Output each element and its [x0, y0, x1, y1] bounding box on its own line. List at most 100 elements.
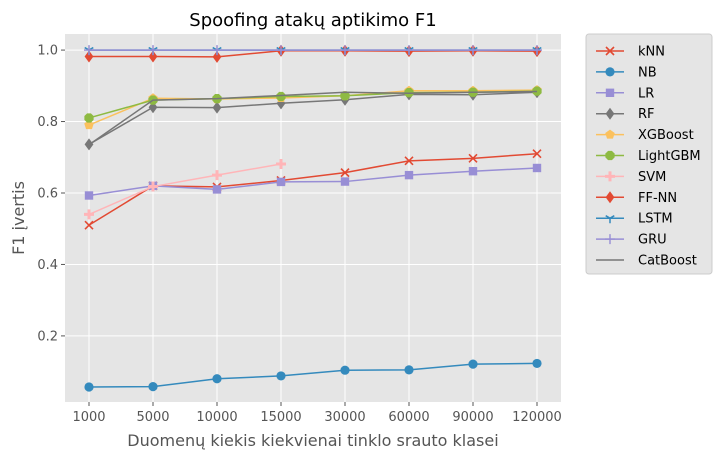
- legend-item: RF: [596, 107, 655, 122]
- legend-marker: [605, 67, 615, 77]
- y-tick-label: 0.2: [37, 329, 58, 344]
- data-point: [212, 101, 222, 114]
- data-point: [276, 159, 286, 170]
- x-tick-label: 90000: [452, 410, 493, 425]
- legend-label: CatBoost: [638, 254, 697, 269]
- series-layer: [84, 44, 542, 392]
- legend-item: CatBoost: [596, 254, 697, 269]
- series-line: [88, 167, 538, 197]
- legend-marker: [605, 234, 615, 245]
- data-point: [532, 45, 542, 56]
- series-line: [88, 91, 538, 146]
- data-point: [212, 50, 222, 63]
- legend-label: XGBoost: [638, 128, 694, 143]
- legend-label: RF: [638, 107, 655, 122]
- y-tick-label: 0.8: [37, 115, 58, 130]
- legend-marker: [605, 215, 615, 224]
- series-line: [88, 362, 538, 388]
- data-point: [532, 149, 542, 159]
- data-point: [340, 45, 350, 56]
- data-point: [212, 185, 222, 194]
- legend-marker: [605, 107, 615, 120]
- data-point: [276, 371, 286, 381]
- legend-label: GRU: [638, 233, 667, 248]
- data-point: [84, 120, 94, 130]
- legend-label: NB: [638, 65, 657, 80]
- y-tick-label: 0.6: [37, 186, 58, 201]
- data-point: [148, 45, 158, 56]
- legend-marker: [605, 171, 615, 182]
- legend-item: LightGBM: [596, 149, 701, 164]
- data-point: [84, 50, 94, 63]
- data-point: [340, 168, 350, 178]
- x-tick-label: 10000: [196, 410, 237, 425]
- data-point: [468, 45, 478, 56]
- data-point: [84, 45, 94, 56]
- y-axis-ticks: 0.2 0.4 0.6 0.8 1.0: [37, 44, 65, 344]
- data-point: [84, 191, 94, 200]
- legend-item: SVM: [596, 170, 666, 185]
- series-gru: [84, 45, 542, 56]
- legend-item: kNN: [596, 45, 665, 60]
- legend-item: GRU: [596, 233, 667, 248]
- legend-label: LR: [638, 86, 654, 101]
- legend-label: LightGBM: [638, 149, 701, 164]
- series-line: [88, 163, 282, 216]
- data-point: [404, 45, 414, 56]
- data-point: [212, 374, 222, 384]
- data-point: [468, 359, 478, 369]
- data-point: [276, 177, 286, 187]
- data-point: [532, 163, 542, 173]
- y-axis-title: F1 įvertis: [9, 181, 28, 255]
- data-point: [276, 45, 286, 56]
- x-tick-label: 120000: [512, 410, 562, 425]
- x-axis-ticks: 1000 5000 10000 15000 30000 60000 90000 120000: [72, 402, 562, 425]
- x-tick-label: 60000: [388, 410, 429, 425]
- data-point: [212, 45, 222, 56]
- data-point: [340, 177, 350, 186]
- legend-item: LR: [596, 86, 654, 101]
- data-point: [84, 382, 94, 392]
- data-point: [84, 113, 94, 123]
- legend-marker: [605, 88, 615, 97]
- data-point: [148, 50, 158, 63]
- legend-label: LSTM: [638, 212, 673, 227]
- x-tick-label: 1000: [72, 410, 105, 425]
- chart-title: Spoofing atakų aptikimo F1: [189, 10, 436, 31]
- data-point: [212, 170, 222, 181]
- series-line: [88, 90, 538, 146]
- x-tick-label: 30000: [324, 410, 365, 425]
- legend-label: FF-NN: [638, 191, 677, 206]
- series-svm: [84, 159, 286, 220]
- legend-marker: [605, 191, 615, 204]
- data-point: [84, 209, 94, 220]
- legend: kNN NB LR RF XGBoost LightGBM SVM FF-NN LSTM GRU C…: [585, 33, 713, 275]
- legend-item: XGBoost: [596, 128, 694, 143]
- legend-marker: [605, 46, 615, 56]
- legend-item: FF-NN: [596, 191, 677, 206]
- legend-marker: [605, 150, 615, 161]
- data-point: [468, 166, 478, 176]
- data-point: [404, 170, 414, 180]
- legend-item: LSTM: [596, 212, 673, 227]
- data-point: [532, 86, 542, 96]
- legend-item: NB: [596, 65, 657, 80]
- data-point: [276, 91, 286, 102]
- plot-area: [65, 34, 561, 402]
- series-catboost: [88, 90, 538, 146]
- legend-label: SVM: [638, 170, 666, 185]
- data-point: [468, 153, 478, 163]
- data-point: [404, 365, 414, 375]
- data-point: [532, 358, 542, 369]
- legend-box: [585, 33, 713, 275]
- x-axis-title: Duomenų kiekis kiekvienai tinklo srauto …: [127, 431, 498, 450]
- x-tick-label: 5000: [136, 410, 169, 425]
- data-point: [404, 156, 414, 166]
- data-point: [340, 365, 350, 375]
- y-tick-label: 0.4: [37, 258, 58, 273]
- data-point: [340, 91, 350, 101]
- x-tick-label: 15000: [260, 410, 301, 425]
- data-point: [276, 97, 286, 110]
- legend-label: kNN: [638, 45, 665, 60]
